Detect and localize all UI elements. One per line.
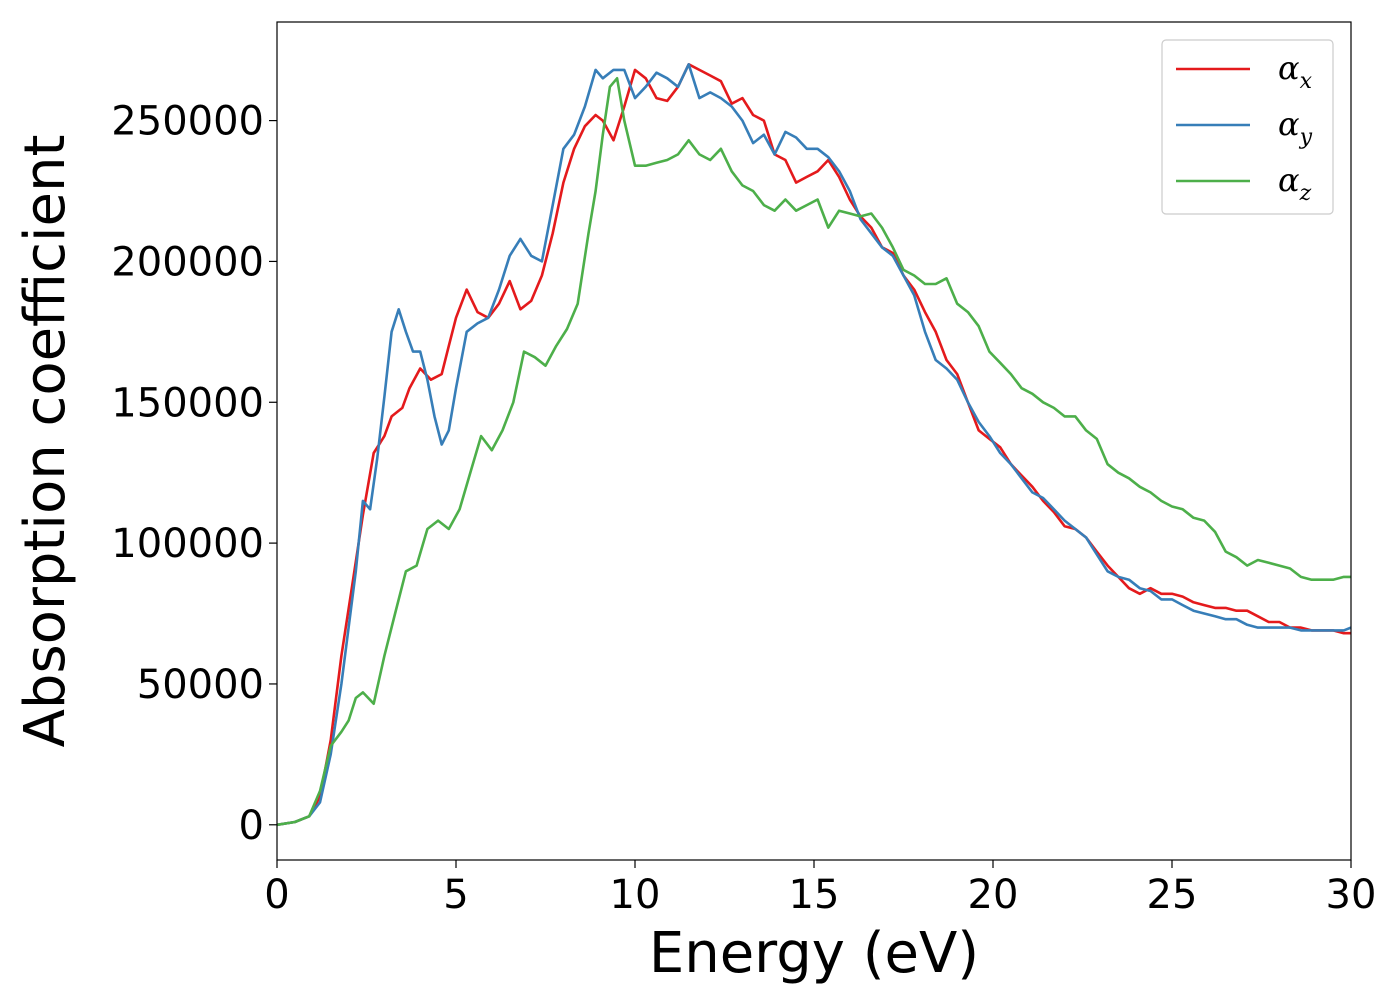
- x-tick-label: 15: [789, 872, 840, 918]
- x-tick-label: 5: [443, 872, 468, 918]
- x-tick-label: 0: [264, 872, 289, 918]
- y-tick-label: 200000: [111, 239, 264, 285]
- y-axis-title: Absorption coefficient: [13, 135, 78, 748]
- series-line-z: [277, 77, 1351, 827]
- x-tick-label: 10: [610, 872, 661, 918]
- x-tick-label: 20: [968, 872, 1019, 918]
- x-tick-label: 30: [1326, 872, 1377, 918]
- x-axis-title: Energy (eV): [649, 921, 979, 986]
- y-tick-label: 100000: [111, 521, 264, 567]
- y-tick-label: 150000: [111, 380, 264, 426]
- y-tick-label: 50000: [137, 662, 264, 708]
- x-axis-ticks: 0 5 10 15 20 25 30: [264, 860, 1376, 918]
- x-tick-label: 25: [1147, 872, 1198, 918]
- y-axis-ticks: 0 50000 100000 150000 200000 250000: [111, 99, 277, 849]
- series-line-x: [277, 63, 1351, 827]
- legend-box: [1161, 39, 1334, 215]
- y-tick-label: 250000: [111, 99, 264, 145]
- y-tick-label: 0: [239, 803, 264, 849]
- plot-lines: [277, 63, 1351, 827]
- series-line-y: [277, 63, 1351, 827]
